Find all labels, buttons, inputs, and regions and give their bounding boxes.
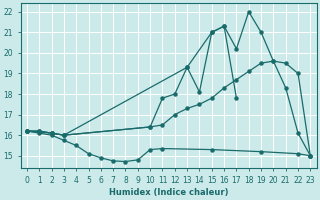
X-axis label: Humidex (Indice chaleur): Humidex (Indice chaleur) bbox=[109, 188, 228, 197]
